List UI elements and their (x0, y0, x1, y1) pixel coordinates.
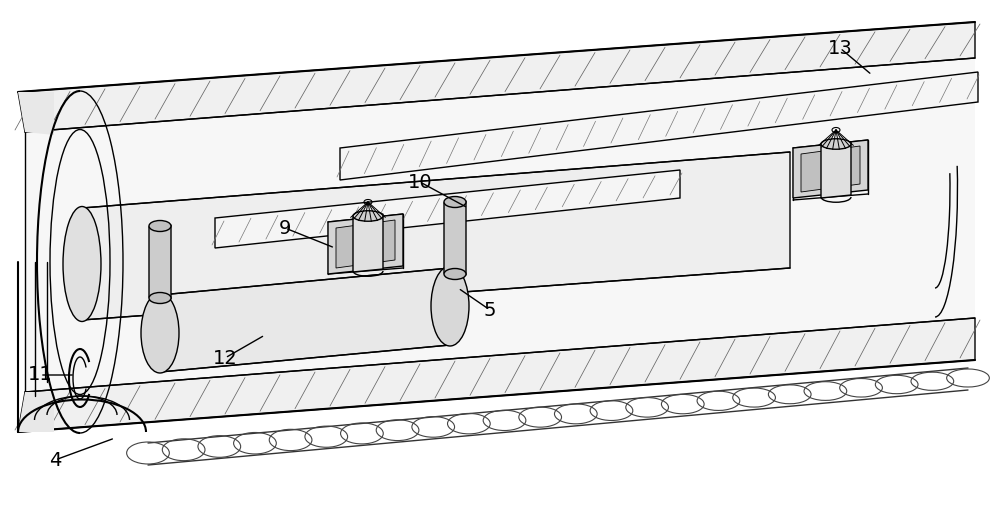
Polygon shape (328, 214, 403, 274)
Polygon shape (821, 142, 851, 198)
Ellipse shape (149, 220, 171, 232)
Ellipse shape (353, 211, 383, 221)
Ellipse shape (149, 293, 171, 304)
Ellipse shape (431, 266, 469, 346)
Ellipse shape (821, 139, 851, 149)
Polygon shape (149, 225, 171, 299)
Text: 9: 9 (279, 218, 291, 237)
Text: 5: 5 (484, 301, 496, 320)
Text: 13: 13 (828, 39, 852, 57)
Text: 11: 11 (28, 365, 52, 384)
Polygon shape (18, 22, 975, 132)
Polygon shape (215, 170, 680, 248)
Ellipse shape (141, 293, 179, 373)
Polygon shape (18, 318, 975, 432)
Polygon shape (18, 92, 54, 135)
Polygon shape (444, 201, 466, 275)
Ellipse shape (444, 196, 466, 208)
Polygon shape (801, 146, 860, 192)
Polygon shape (25, 58, 975, 392)
Polygon shape (793, 140, 868, 198)
Text: 10: 10 (408, 173, 432, 192)
Polygon shape (353, 214, 383, 272)
Ellipse shape (63, 207, 101, 321)
Polygon shape (160, 268, 450, 372)
Text: 4: 4 (49, 450, 61, 469)
Polygon shape (18, 392, 54, 432)
Ellipse shape (444, 269, 466, 279)
Polygon shape (82, 152, 790, 320)
Text: 12: 12 (213, 348, 237, 367)
Polygon shape (340, 72, 978, 180)
Polygon shape (336, 220, 395, 268)
